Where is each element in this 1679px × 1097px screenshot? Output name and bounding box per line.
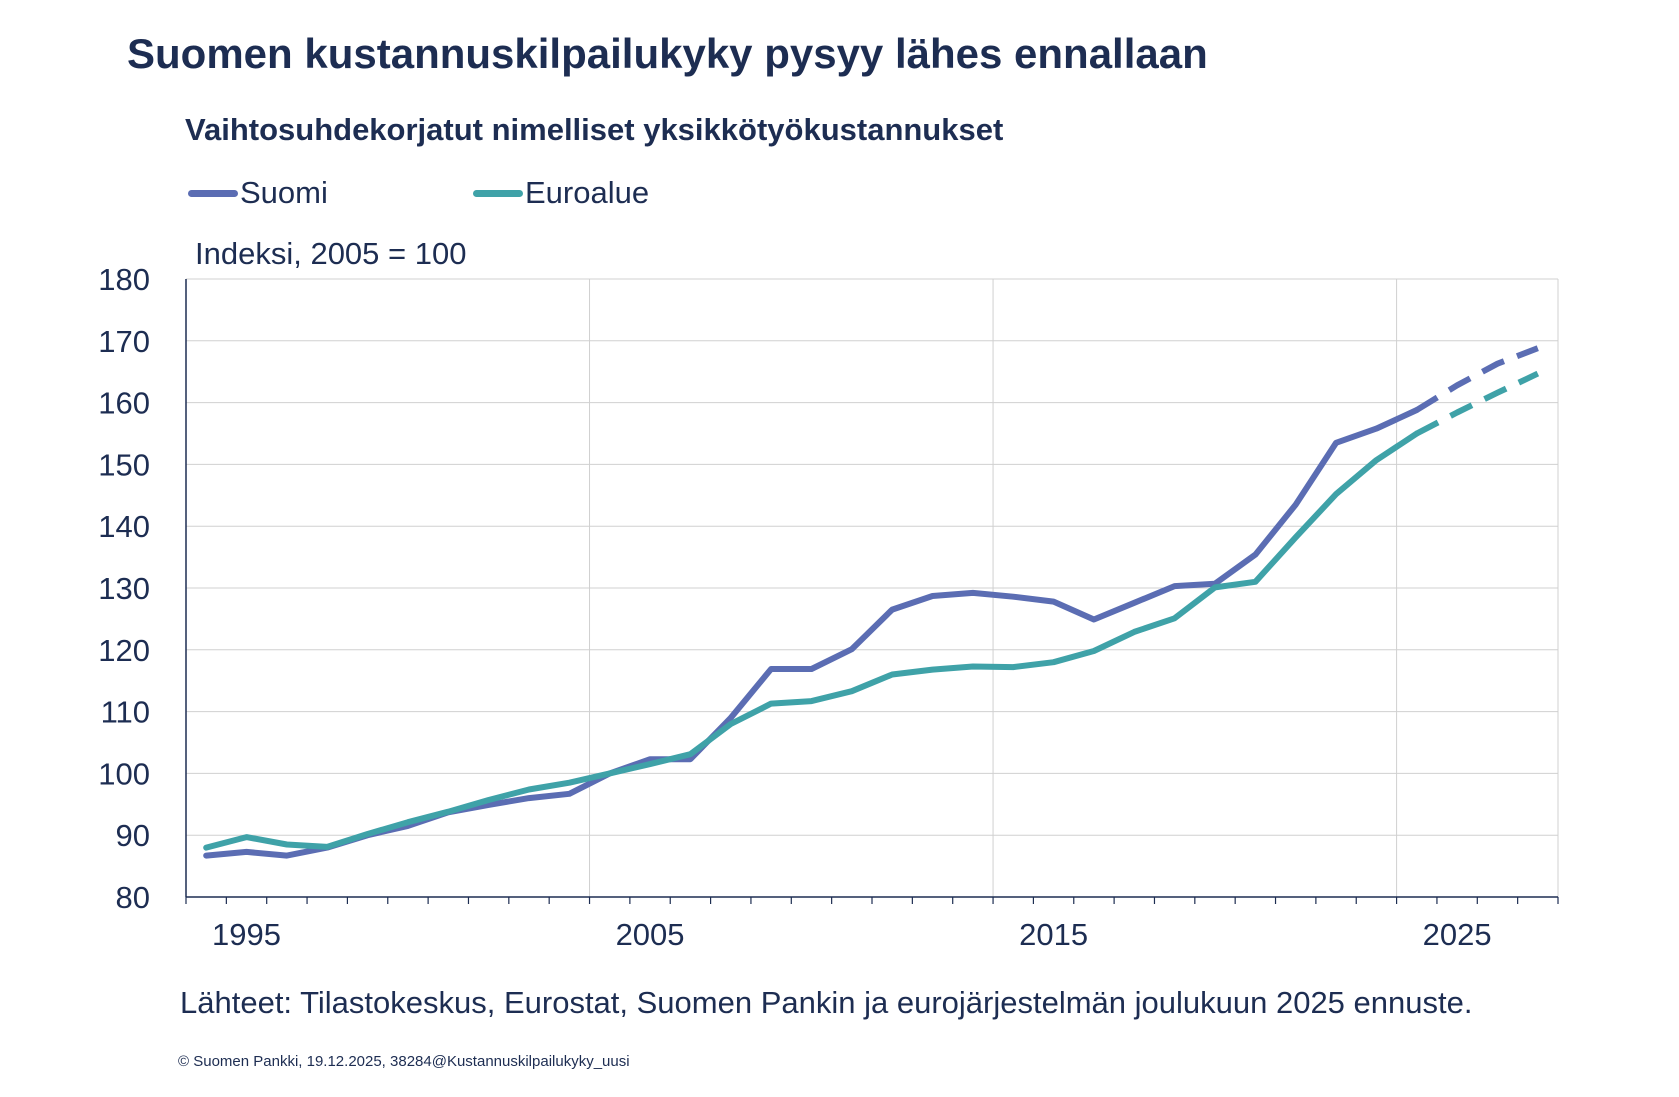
y-tick-label: 180	[98, 262, 150, 297]
y-tick-label: 90	[116, 818, 150, 853]
series-forecast-line-euroalue	[1415, 370, 1540, 437]
y-tick-label: 110	[101, 695, 150, 730]
y-axis-unit-label: Indeksi, 2005 = 100	[195, 236, 467, 271]
legend-label-euroalue: Euroalue	[525, 175, 650, 210]
y-tick-label: 150	[98, 447, 150, 482]
y-tick-label: 80	[116, 880, 150, 915]
chart-subtitle: Vaihtosuhdekorjatut nimelliset yksikköty…	[185, 112, 1004, 147]
chart-title: Suomen kustannuskilpailukyky pysyy lähes…	[127, 30, 1208, 77]
x-tick-label: 1995	[212, 917, 281, 952]
series-line-euroalue	[203, 430, 1420, 851]
legend-item-euroalue: Euroalue	[473, 175, 649, 211]
source-note: Lähteet: Tilastokeskus, Eurostat, Suomen…	[180, 985, 1473, 1020]
y-tick-label: 170	[98, 324, 150, 359]
legend-swatch-suomi	[188, 189, 238, 197]
y-tick-label: 140	[98, 509, 150, 544]
legend-item-suomi: Suomi	[188, 175, 328, 211]
x-tick-label: 2025	[1423, 917, 1492, 952]
series-line-suomi	[203, 407, 1420, 859]
y-tick-label: 130	[98, 571, 150, 606]
x-tick-label: 2015	[1019, 917, 1088, 952]
legend-label-suomi: Suomi	[240, 175, 328, 210]
y-tick-label: 120	[98, 633, 150, 668]
copyright-note: © Suomen Pankki, 19.12.2025, 38284@Kusta…	[178, 1053, 630, 1070]
series-forecast-line-suomi	[1415, 345, 1539, 413]
y-tick-label: 100	[98, 756, 150, 791]
y-tick-label: 160	[98, 386, 150, 421]
x-tick-label: 2005	[616, 917, 685, 952]
legend-swatch-euroalue	[473, 189, 523, 197]
